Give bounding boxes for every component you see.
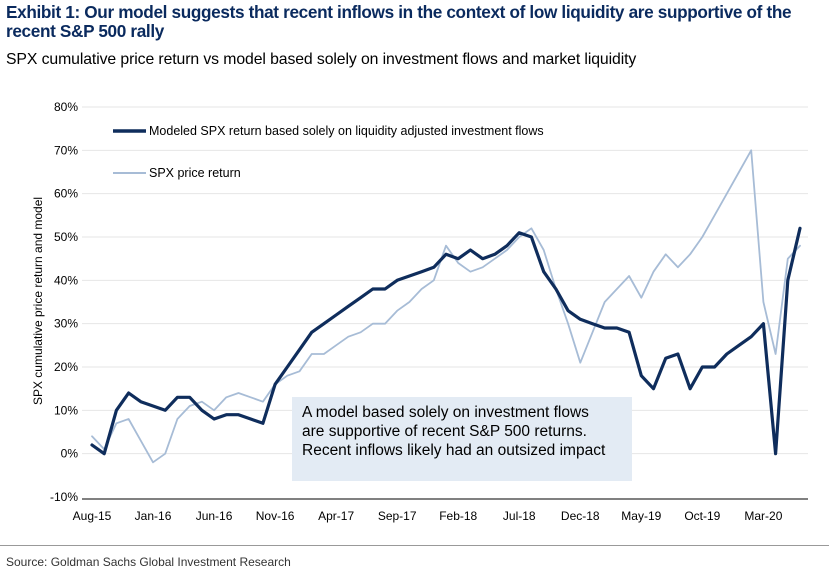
- footer-divider: [0, 545, 829, 546]
- y-tick-label: 80%: [54, 100, 78, 114]
- y-axis-label: SPX cumulative price return and model: [31, 197, 45, 405]
- y-tick-label: 50%: [54, 230, 78, 244]
- x-tick-label: Feb-18: [439, 509, 477, 523]
- y-tick-label: 70%: [54, 143, 78, 157]
- y-tick-label: 60%: [54, 187, 78, 201]
- y-tick-label: 0%: [61, 447, 79, 461]
- x-tick-label: Sep-17: [378, 509, 417, 523]
- legend-label-model: Modeled SPX return based solely on liqui…: [149, 124, 544, 138]
- series-modeled-spx-return: [90, 226, 802, 456]
- y-axis-tick-labels: -10% 0% 10% 20% 30% 40% 50% 60% 70% 80%: [50, 100, 78, 504]
- x-tick-label: Dec-18: [561, 509, 600, 523]
- annotation-box: A model based solely on investment flows…: [292, 397, 632, 481]
- x-tick-label: Nov-16: [256, 509, 295, 523]
- chart-subtitle: SPX cumulative price return vs model bas…: [6, 51, 637, 68]
- line-chart: -10% 0% 10% 20% 30% 40% 50% 60% 70% 80% Aug-15 Jan…: [31, 100, 808, 523]
- x-tick-label: Aug-15: [73, 509, 112, 523]
- x-tick-label: Apr-17: [318, 509, 354, 523]
- x-tick-label: Oct-19: [684, 509, 720, 523]
- annotation-line-1: A model based solely on investment flows: [302, 404, 589, 421]
- y-tick-label: -10%: [50, 490, 78, 504]
- y-tick-label: 40%: [54, 273, 78, 287]
- legend-label-spx: SPX price return: [149, 166, 241, 180]
- y-tick-label: 30%: [54, 317, 78, 331]
- exhibit-title: Exhibit 1: Our model suggests that recen…: [6, 2, 792, 41]
- legend: Modeled SPX return based solely on liqui…: [113, 124, 544, 180]
- x-tick-label: Mar-20: [744, 509, 782, 523]
- y-tick-label: 20%: [54, 360, 78, 374]
- x-tick-label: Jul-18: [503, 509, 536, 523]
- x-tick-label: Jun-16: [196, 509, 233, 523]
- y-tick-label: 10%: [54, 403, 78, 417]
- x-tick-label: May-19: [621, 509, 661, 523]
- source-note: Source: Goldman Sachs Global Investment …: [6, 555, 291, 569]
- x-axis-tick-labels: Aug-15 Jan-16 Jun-16 Nov-16 Apr-17 Sep-17 Feb-…: [73, 509, 783, 523]
- x-tick-label: Jan-16: [135, 509, 172, 523]
- annotation-line-2: are supportive of recent S&P 500 returns…: [302, 423, 587, 440]
- annotation-line-3: Recent inflows likely had an outsized im…: [302, 442, 606, 459]
